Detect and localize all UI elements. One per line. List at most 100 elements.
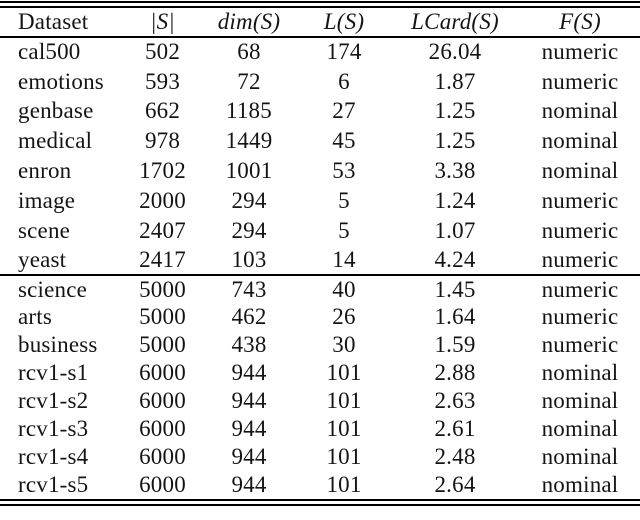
- column-header-lcard-s: LCard(S): [411, 9, 499, 34]
- cell-enron-dataset: enron: [18, 158, 72, 184]
- cell-image-dim-s: 294: [231, 187, 267, 213]
- table-row-scene: scene 2407 294 5 1.07 numeric: [0, 216, 640, 246]
- cell-yeast-f-s: numeric: [541, 246, 619, 272]
- cell-emotions-f-s: numeric: [541, 68, 619, 94]
- table-row-rcv1-s2: rcv1-s2 6000 944 101 2.63 nominal: [0, 387, 640, 415]
- table-row-science: science 5000 743 40 1.45 numeric: [0, 275, 640, 303]
- table-row-cal500: cal500 502 68 174 26.04 numeric: [0, 37, 640, 67]
- cell-arts-dataset: arts: [18, 304, 53, 330]
- cell-scene-dim-s: 294: [231, 217, 267, 243]
- cell-yeast-dataset: yeast: [18, 246, 67, 272]
- table-row-image: image 2000 294 5 1.24 numeric: [0, 186, 640, 216]
- cell-rcv1-s4-dataset: rcv1-s4: [18, 444, 89, 470]
- column-header-f-s: F(S): [559, 9, 601, 34]
- cell-cal500-l-s: 174: [326, 39, 362, 65]
- cell-rcv1-s1-l-s: 101: [326, 360, 362, 386]
- cell-genbase-dataset: genbase: [18, 98, 94, 124]
- cell-rcv1-s5-f-s: nominal: [541, 472, 619, 498]
- cell-yeast-s: 2417: [139, 246, 186, 272]
- table-row-enron: enron 1702 1001 53 3.38 nominal: [0, 156, 640, 186]
- cell-cal500-f-s: numeric: [541, 39, 619, 65]
- cell-genbase-s: 662: [144, 98, 181, 124]
- cell-rcv1-s1-dataset: rcv1-s1: [18, 360, 89, 386]
- cell-arts-lcard-s: 1.64: [434, 304, 476, 330]
- cell-business-l-s: 30: [332, 332, 356, 358]
- cell-business-f-s: numeric: [541, 332, 619, 358]
- table-section-small-datasets: cal500 502 68 174 26.04 numeric emotions 593 72 6…: [0, 37, 640, 276]
- cell-emotions-dim-s: 72: [237, 68, 261, 94]
- cell-image-lcard-s: 1.24: [434, 187, 476, 213]
- cell-enron-s: 1702: [139, 158, 186, 184]
- table-row-emotions: emotions 593 72 6 1.87 numeric: [0, 67, 640, 97]
- cell-emotions-s: 593: [144, 68, 181, 94]
- datasets-table-wrapper: Dataset |S| dim(S) L(S) LCard(S) F(S) cal500 5…: [0, 1, 640, 507]
- table-row-business: business 5000 438 30 1.59 numeric: [0, 331, 640, 359]
- cell-arts-s: 5000: [139, 304, 186, 330]
- table-row-rcv1-s5: rcv1-s5 6000 944 101 2.64 nominal: [0, 471, 640, 499]
- cell-medical-lcard-s: 1.25: [434, 128, 476, 154]
- table-row-yeast: yeast 2417 103 14 4.24 numeric: [0, 246, 640, 276]
- table-row-genbase: genbase 662 1185 27 1.25 nominal: [0, 97, 640, 127]
- cell-rcv1-s1-f-s: nominal: [541, 360, 619, 386]
- cell-rcv1-s3-lcard-s: 2.61: [434, 416, 476, 442]
- cell-genbase-f-s: nominal: [541, 98, 619, 124]
- cell-emotions-l-s: 6: [338, 68, 350, 94]
- cell-business-s: 5000: [139, 332, 186, 358]
- cell-science-l-s: 40: [332, 276, 356, 302]
- cell-scene-s: 2407: [139, 217, 186, 243]
- cell-science-f-s: numeric: [541, 276, 619, 302]
- column-header-dim-s: dim(S): [217, 9, 281, 34]
- cell-rcv1-s5-l-s: 101: [326, 472, 362, 498]
- cell-rcv1-s2-f-s: nominal: [541, 388, 619, 414]
- cell-rcv1-s2-dataset: rcv1-s2: [18, 388, 89, 414]
- table-row-rcv1-s1: rcv1-s1 6000 944 101 2.88 nominal: [0, 359, 640, 387]
- cell-medical-s: 978: [144, 128, 181, 154]
- cell-cal500-lcard-s: 26.04: [428, 39, 482, 65]
- cell-rcv1-s4-f-s: nominal: [541, 444, 619, 470]
- table-header-row: Dataset |S| dim(S) L(S) LCard(S) F(S): [0, 8, 640, 37]
- table-row-arts: arts 5000 462 26 1.64 numeric: [0, 303, 640, 331]
- table-section-large-datasets: science 5000 743 40 1.45 numeric arts 5000 462 26…: [0, 275, 640, 499]
- cell-image-f-s: numeric: [541, 187, 619, 213]
- cell-rcv1-s5-lcard-s: 2.64: [434, 472, 476, 498]
- column-header-l-s: L(S): [323, 9, 365, 34]
- cell-rcv1-s3-f-s: nominal: [541, 416, 619, 442]
- cell-science-lcard-s: 1.45: [434, 276, 476, 302]
- cell-enron-f-s: nominal: [541, 158, 619, 184]
- cell-rcv1-s2-dim-s: 944: [231, 388, 267, 414]
- cell-rcv1-s4-l-s: 101: [326, 444, 362, 470]
- cell-rcv1-s5-s: 6000: [139, 472, 186, 498]
- cell-emotions-dataset: emotions: [18, 68, 104, 94]
- table-row-rcv1-s4: rcv1-s4 6000 944 101 2.48 nominal: [0, 443, 640, 471]
- cell-cal500-dim-s: 68: [237, 39, 261, 65]
- column-header-s: |S|: [150, 9, 175, 34]
- column-header-dataset: Dataset: [18, 9, 89, 34]
- cell-medical-f-s: nominal: [541, 128, 619, 154]
- cell-cal500-s: 502: [144, 39, 181, 65]
- cell-enron-l-s: 53: [332, 158, 356, 184]
- cell-rcv1-s1-dim-s: 944: [231, 360, 267, 386]
- cell-rcv1-s2-s: 6000: [139, 388, 186, 414]
- cell-medical-dim-s: 1449: [225, 128, 273, 154]
- cell-yeast-dim-s: 103: [231, 246, 267, 272]
- cell-rcv1-s4-lcard-s: 2.48: [434, 444, 476, 470]
- cell-scene-dataset: scene: [18, 217, 71, 243]
- cell-rcv1-s2-l-s: 101: [326, 388, 362, 414]
- table-row-medical: medical 978 1449 45 1.25 nominal: [0, 126, 640, 156]
- datasets-statistics-table: Dataset |S| dim(S) L(S) LCard(S) F(S) cal500 5…: [0, 8, 640, 499]
- cell-science-dataset: science: [18, 276, 88, 302]
- cell-genbase-lcard-s: 1.25: [434, 98, 476, 124]
- cell-image-dataset: image: [18, 187, 76, 213]
- cell-business-lcard-s: 1.59: [434, 332, 476, 358]
- cell-enron-lcard-s: 3.38: [434, 158, 476, 184]
- cell-rcv1-s5-dataset: rcv1-s5: [18, 472, 89, 498]
- cell-cal500-dataset: cal500: [18, 39, 81, 65]
- cell-medical-dataset: medical: [18, 128, 93, 154]
- cell-emotions-lcard-s: 1.87: [434, 68, 476, 94]
- cell-genbase-l-s: 27: [332, 98, 356, 124]
- cell-yeast-lcard-s: 4.24: [434, 246, 476, 272]
- cell-science-s: 5000: [139, 276, 186, 302]
- cell-rcv1-s4-dim-s: 944: [231, 444, 267, 470]
- cell-rcv1-s3-dataset: rcv1-s3: [18, 416, 89, 442]
- cell-rcv1-s3-l-s: 101: [326, 416, 362, 442]
